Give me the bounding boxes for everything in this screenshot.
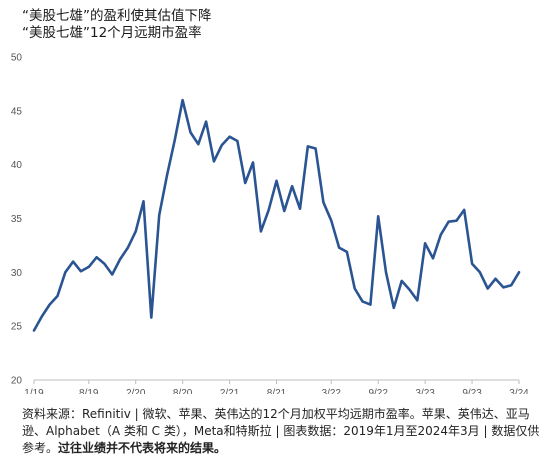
x-tick-label: 1/19 xyxy=(24,388,44,394)
x-tick-label: 9/22 xyxy=(368,388,388,394)
y-axis: 20 25 30 35 40 45 50 xyxy=(11,53,23,387)
series-line xyxy=(32,98,521,332)
x-tick-label: 9/23 xyxy=(462,388,482,394)
chart-subtitle: “美股七雄”12个月远期市盈率 xyxy=(22,25,202,41)
x-tick-label: 8/20 xyxy=(173,388,193,394)
x-tick-label: 3/23 xyxy=(415,388,435,394)
y-tick-label: 35 xyxy=(11,214,23,225)
line-chart: 20 25 30 35 40 45 50 1/19 8/19 2/20 8/20 2/21 8/21 3… xyxy=(11,53,529,395)
y-tick-label: 45 xyxy=(11,106,23,117)
source-text: 资料来源：Refinitiv | 微软、苹果、英伟达的12个月加权平均远期市盈率… xyxy=(22,407,540,455)
x-tick-label: 2/21 xyxy=(220,388,240,394)
y-tick-label: 20 xyxy=(11,376,23,387)
x-axis: 1/19 8/19 2/20 8/20 2/21 8/21 3/22 9/22 3/23 9/23… xyxy=(24,379,529,394)
x-tick-label: 8/19 xyxy=(79,388,99,394)
x-tick-label: 3/22 xyxy=(322,388,342,394)
plot-area xyxy=(32,98,521,332)
y-tick-label: 50 xyxy=(11,53,23,64)
chart-title-block: “美股七雄”的盈利使其估值下降 “美股七雄”12个月远期市盈率 xyxy=(22,8,212,42)
y-tick-label: 25 xyxy=(11,322,23,333)
chart-title: “美股七雄”的盈利使其估值下降 xyxy=(22,8,212,24)
x-tick-label: 2/20 xyxy=(126,388,146,394)
x-tick-label: 8/21 xyxy=(267,388,287,394)
y-tick-label: 30 xyxy=(11,268,23,279)
disclaimer-text: 过往业绩并不代表将来的结果。 xyxy=(58,441,227,455)
x-tick-label: 3/24 xyxy=(509,388,529,394)
source-footnote: 资料来源：Refinitiv | 微软、苹果、英伟达的12个月加权平均远期市盈率… xyxy=(22,406,542,457)
y-tick-label: 40 xyxy=(11,160,23,171)
